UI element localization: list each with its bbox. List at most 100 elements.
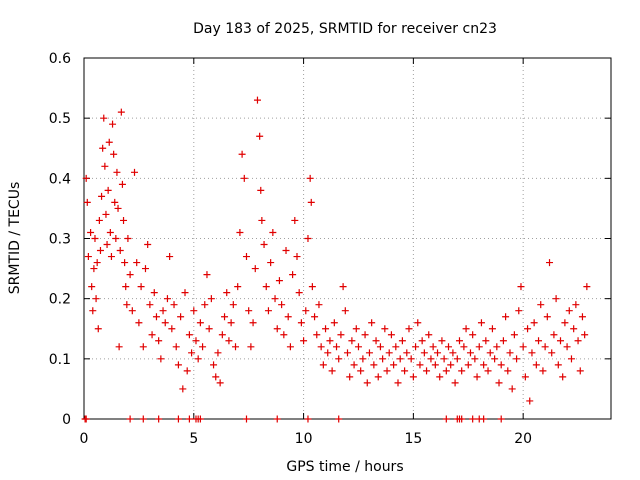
- data-point: [486, 349, 494, 357]
- data-point: [403, 349, 411, 357]
- data-point: [322, 325, 330, 333]
- data-point: [313, 331, 321, 339]
- data-point: [179, 385, 187, 393]
- data-point: [493, 343, 501, 351]
- data-point: [227, 319, 235, 327]
- data-point: [466, 349, 474, 357]
- data-point: [253, 96, 261, 104]
- data-point: [502, 313, 510, 321]
- data-point: [103, 241, 111, 249]
- data-point: [304, 235, 312, 242]
- data-point: [458, 367, 466, 375]
- data-point: [273, 325, 281, 333]
- data-point: [295, 289, 303, 297]
- data-point: [495, 379, 503, 387]
- data-point: [469, 331, 477, 339]
- data-point: [532, 361, 540, 369]
- data-point: [89, 307, 97, 315]
- data-point: [205, 325, 213, 333]
- data-point: [271, 295, 279, 303]
- data-point: [530, 319, 538, 327]
- data-point: [98, 192, 106, 200]
- data-point: [289, 271, 297, 279]
- data-point: [581, 331, 589, 339]
- data-point: [133, 259, 141, 267]
- data-point: [497, 361, 505, 369]
- data-point: [401, 367, 409, 375]
- data-point: [242, 253, 250, 261]
- data-point: [95, 216, 103, 224]
- data-point: [185, 415, 193, 423]
- data-point: [210, 361, 218, 369]
- data-point: [519, 343, 527, 351]
- data-point: [284, 313, 292, 321]
- data-point: [368, 319, 376, 327]
- data-point: [526, 397, 534, 405]
- data-point: [128, 307, 136, 315]
- data-point: [236, 228, 244, 236]
- data-point: [174, 415, 182, 423]
- data-point: [188, 349, 196, 357]
- grid: [84, 58, 611, 419]
- data-point: [455, 337, 463, 345]
- data-point: [304, 415, 312, 423]
- data-points: [81, 96, 591, 423]
- data-point: [328, 367, 336, 375]
- x-tick-label: 5: [189, 431, 198, 447]
- data-point: [190, 307, 198, 315]
- data-point: [174, 361, 182, 369]
- y-tick-label: 0: [62, 412, 71, 428]
- data-point: [297, 319, 305, 327]
- x-tick-label: 10: [295, 431, 313, 447]
- data-point: [126, 415, 134, 423]
- data-point: [105, 138, 113, 146]
- data-point: [109, 120, 117, 128]
- data-point: [537, 301, 545, 309]
- data-point: [506, 349, 514, 357]
- data-point: [99, 144, 107, 152]
- data-point: [293, 253, 301, 261]
- axis-ticks: 0 0.1 0.2 0.3 0.4 0.5 0.6 0 5 10 15 20: [49, 51, 611, 447]
- data-point: [100, 114, 108, 122]
- data-point: [521, 373, 529, 381]
- x-tick-label: 0: [80, 431, 89, 447]
- data-point: [499, 337, 507, 345]
- data-point: [383, 367, 391, 375]
- data-point: [462, 325, 470, 333]
- data-point: [370, 361, 378, 369]
- data-point: [445, 343, 453, 351]
- data-point: [543, 313, 551, 321]
- data-point: [232, 343, 240, 351]
- data-point: [225, 337, 233, 345]
- data-point: [473, 373, 481, 381]
- data-point: [335, 355, 343, 363]
- data-point: [112, 235, 120, 242]
- data-point: [275, 277, 283, 285]
- data-point: [513, 355, 521, 363]
- data-point: [238, 150, 246, 158]
- data-point: [302, 307, 310, 315]
- data-point: [517, 283, 525, 291]
- data-point: [469, 415, 477, 423]
- data-point: [172, 343, 180, 351]
- data-point: [116, 247, 124, 255]
- data-point: [90, 265, 98, 273]
- y-tick-label: 0.5: [49, 111, 71, 127]
- data-point: [477, 319, 485, 327]
- data-point: [245, 307, 253, 315]
- data-point: [484, 367, 492, 375]
- data-point: [418, 337, 426, 345]
- data-point: [515, 307, 523, 315]
- data-point: [333, 343, 341, 351]
- data-point: [482, 337, 490, 345]
- data-point: [177, 313, 185, 321]
- data-point: [203, 271, 211, 279]
- data-point: [361, 331, 369, 339]
- data-point: [111, 198, 119, 206]
- data-point: [460, 343, 468, 351]
- data-point: [363, 379, 371, 387]
- data-point: [291, 216, 299, 224]
- data-point: [420, 349, 428, 357]
- data-point: [194, 355, 202, 363]
